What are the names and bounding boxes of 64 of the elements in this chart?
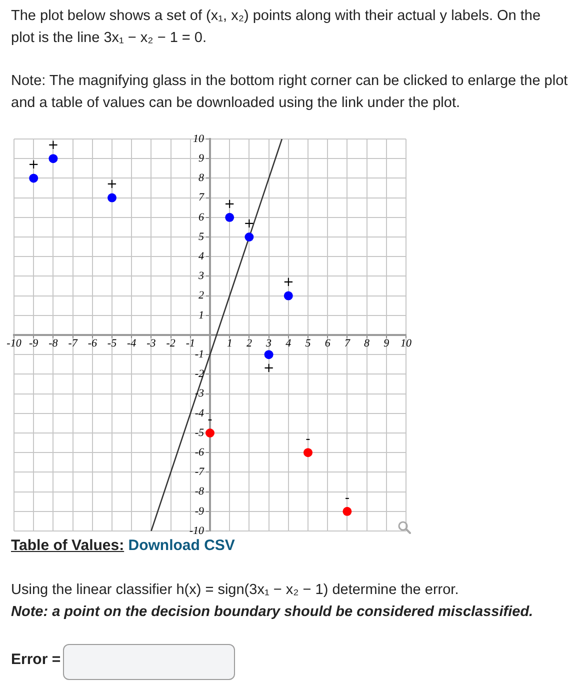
y-tick-label: -10 (189, 524, 204, 537)
point (29, 174, 38, 183)
x-tick-label: 10 (400, 337, 412, 350)
x-tick-label: 5 (305, 337, 312, 350)
text: Table of Values: (11, 537, 124, 554)
point (206, 428, 214, 438)
x-tick-label: -6 (88, 337, 98, 350)
text: - (306, 432, 310, 447)
y-tick-label: -6 (194, 446, 204, 458)
series-label: - (208, 412, 213, 428)
x-tick-label: 4 (286, 337, 292, 350)
text: Using the linear classifier h(x) = sign(3x₁ − x₂ − 1) determine the error. (11, 581, 460, 600)
x-tick-label: -2 (166, 337, 176, 350)
chart-title: The plot below shows a set of (x₁, x₂) points along with their actual y labels. On the plot is the line 3x₁ − x₂ − 1 = 0. (11, 7, 542, 48)
x-tick-label: 3 (265, 337, 272, 350)
point (244, 232, 254, 242)
y-tick-label: 1 (198, 309, 204, 322)
text: + (244, 216, 255, 232)
x-tick-label: 2 (246, 337, 252, 350)
text: + (263, 360, 274, 376)
series-label: + (106, 177, 118, 192)
x-tick-label: -9 (29, 337, 39, 350)
x-tick-label: -5 (107, 337, 118, 350)
y-tick-label: 10 (193, 132, 204, 145)
y-tick-label: 9 (198, 152, 204, 164)
y-tick-label: 7 (198, 192, 204, 204)
y-tick-label: 8 (198, 172, 204, 184)
y-tick-label: 2 (198, 290, 204, 302)
text: + (28, 158, 40, 173)
text: Note: a point on the decision boundary should be considered misclassified. (11, 603, 534, 622)
text: - (344, 490, 350, 506)
y-tick-label: -4 (194, 407, 204, 420)
x-tick-label: 1 (226, 337, 232, 350)
text: + (282, 275, 294, 290)
x-tick-label: -10 (6, 337, 22, 350)
x-tick-label: 7 (344, 337, 350, 350)
point (264, 350, 274, 360)
point (284, 291, 293, 300)
y-tick-label: -1 (194, 348, 204, 360)
text: Download CSV (128, 537, 235, 554)
text: Note: The magnifying glass in the bottom right corner can be clicked to enlarge the plot and a table of values can be downloaded using the link under the plot. (11, 72, 569, 113)
x-tick-label: 6 (324, 337, 331, 350)
x-tick-label: 9 (384, 337, 390, 350)
x-tick-label: -4 (127, 337, 137, 350)
y-tick-label: 5 (198, 230, 204, 243)
y-tick-label: -7 (194, 466, 204, 478)
text: + (224, 196, 236, 212)
y-tick-label: -5 (194, 426, 204, 439)
x-tick-label: -3 (146, 337, 156, 350)
y-tick-label: 4 (198, 250, 204, 262)
y-tick-label: -9 (194, 505, 204, 518)
point (342, 506, 352, 516)
point (304, 448, 312, 458)
point (108, 193, 116, 202)
x-tick-label: -7 (68, 337, 78, 350)
text: Error = (11, 651, 61, 668)
text: + (48, 138, 59, 153)
point (225, 212, 234, 222)
y-tick-label: 3 (198, 270, 204, 282)
x-tick-label: 8 (364, 337, 370, 350)
point (48, 154, 58, 164)
y-tick-label: 6 (198, 211, 204, 224)
y-tick-label: -8 (194, 486, 204, 498)
x-tick-label: -8 (48, 337, 58, 350)
